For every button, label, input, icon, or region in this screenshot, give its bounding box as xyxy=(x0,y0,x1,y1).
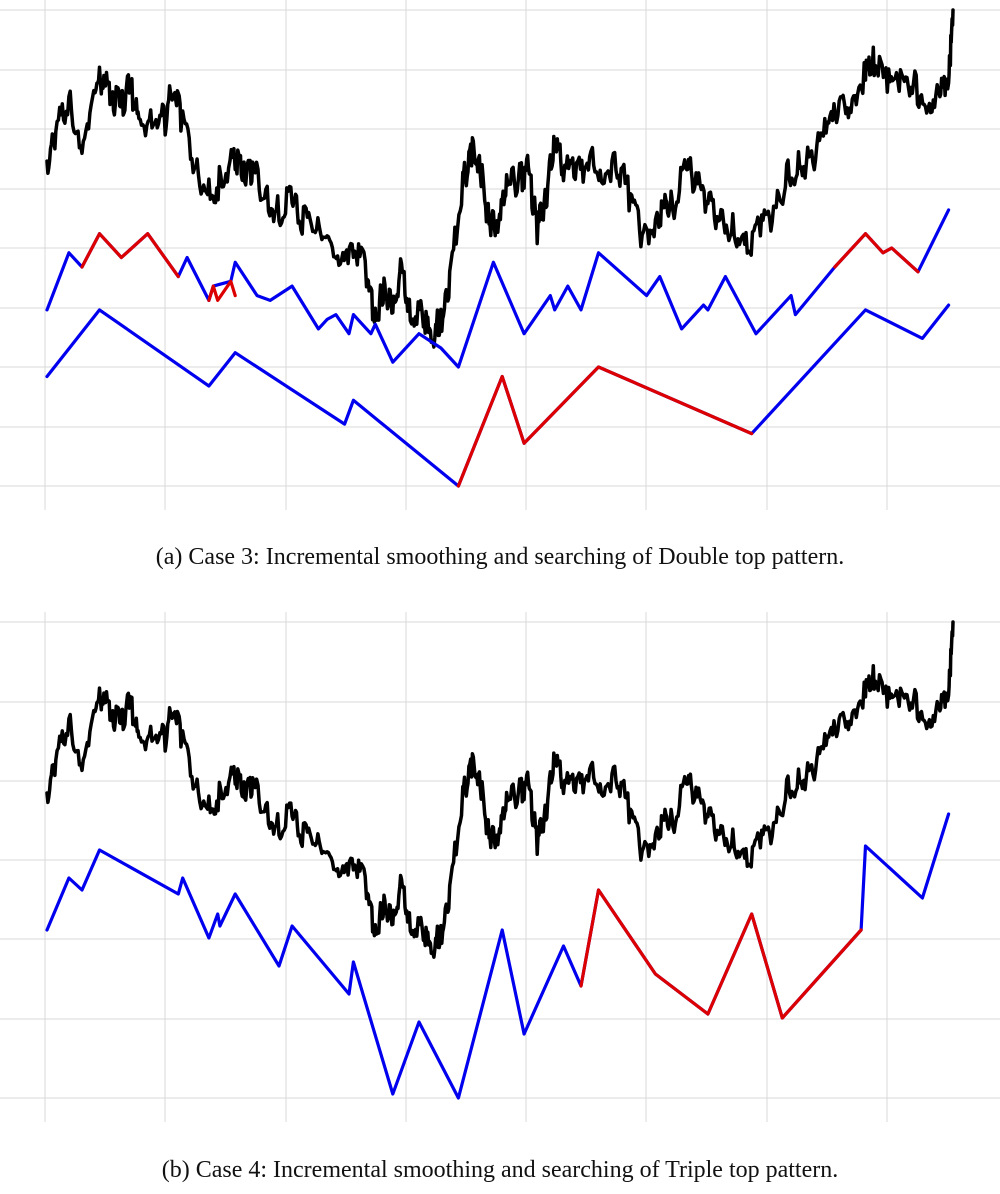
panel-b xyxy=(0,612,1000,1124)
matched-pattern-segment xyxy=(579,888,863,1020)
smoothed-level-2-line xyxy=(45,303,951,488)
smoothed-line xyxy=(45,812,951,1100)
matched-pattern-segment xyxy=(833,232,920,274)
plot-b xyxy=(0,612,1000,1122)
matched-pattern-segment xyxy=(207,279,237,302)
smoothed-level-1-line xyxy=(45,208,951,369)
matched-pattern-segment xyxy=(80,232,180,279)
caption-b: (b) Case 4: Incremental smoothing and se… xyxy=(161,1157,839,1183)
caption-a: (a) Case 3: Incremental smoothing and se… xyxy=(155,544,845,570)
price-line xyxy=(45,8,955,349)
matched-pattern-segment xyxy=(456,365,754,488)
gridlines xyxy=(0,0,1000,510)
panel-a xyxy=(0,0,1000,520)
price-line xyxy=(45,620,955,959)
gridlines xyxy=(0,612,1000,1122)
plot-a xyxy=(0,0,1000,510)
